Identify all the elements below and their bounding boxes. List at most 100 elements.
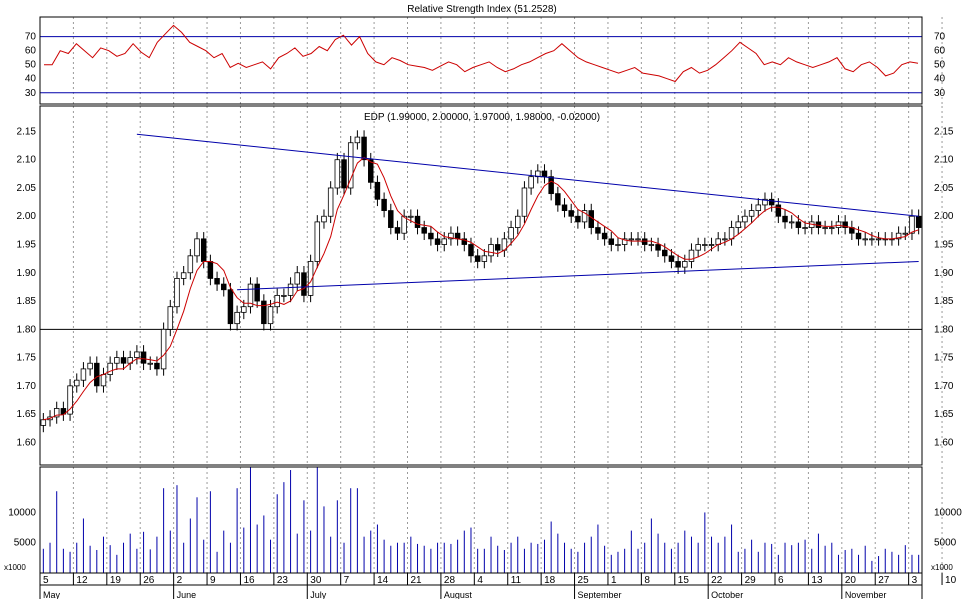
candle-body: [775, 204, 782, 217]
candle-body: [221, 283, 227, 291]
volume-tick-label-left: 5000: [14, 538, 37, 549]
candle-body: [140, 351, 147, 364]
candle-body: [628, 238, 635, 241]
panel-frame: [39, 466, 923, 574]
candle-body: [241, 306, 247, 313]
rsi-tick-label-right: 60: [934, 46, 946, 57]
candle-body: [782, 215, 788, 223]
candle-body: [120, 357, 127, 364]
trend-line: [237, 260, 919, 291]
month-label: June: [177, 590, 197, 599]
price-tick-label-left: 1.85: [17, 296, 37, 307]
candle-body: [247, 283, 254, 308]
candle-body: [160, 328, 167, 370]
volume-tick-label-right: 5000: [934, 538, 957, 549]
candle-body: [448, 232, 454, 240]
candle-body: [414, 215, 421, 228]
candle-body: [561, 204, 568, 211]
panel-frame: [39, 16, 923, 105]
candle-body: [568, 210, 574, 217]
candle-body: [541, 170, 548, 178]
candle-body: [60, 408, 67, 415]
candle-body: [662, 249, 668, 257]
x-tick-label: 22: [711, 575, 723, 586]
x-tick-label: 6: [778, 575, 784, 586]
candle-body: [481, 255, 488, 262]
candle-body: [354, 136, 361, 144]
price-tick-label-right: 1.90: [934, 268, 954, 279]
candle-body: [702, 244, 708, 246]
candle-body: [274, 294, 280, 308]
rsi-tick-label-left: 30: [25, 88, 37, 99]
candle-body: [855, 232, 862, 240]
candle-body: [555, 193, 561, 206]
volume-unit-label: x1000: [4, 563, 26, 572]
candle-body: [194, 238, 200, 257]
candle-body: [281, 294, 287, 297]
candle-body: [748, 210, 755, 217]
price-title: EDP (1.99000, 2.00000, 1.97000, 1.98000,…: [364, 112, 600, 123]
rsi-tick-label-right: 50: [934, 60, 946, 71]
candle-body: [915, 215, 922, 228]
candle-body: [174, 278, 180, 308]
candle-body: [608, 238, 615, 245]
x-tick-label: 21: [411, 575, 423, 586]
x-tick-label: 4: [477, 575, 483, 586]
candle-body: [401, 215, 407, 234]
price-tick-label-right: 1.65: [934, 409, 954, 420]
candle-body: [107, 362, 113, 375]
candle-body: [200, 238, 207, 262]
x-tick-label: 1: [611, 575, 617, 586]
month-label: August: [444, 590, 473, 599]
candle-body: [301, 272, 307, 296]
candle-body: [521, 187, 528, 217]
candle-body: [895, 232, 902, 240]
candle-body: [635, 238, 641, 241]
candle-body: [388, 210, 394, 228]
x-tick-label: 30: [310, 575, 322, 586]
candle-body: [641, 238, 648, 245]
price-tick-label-right: 2.15: [934, 126, 954, 137]
rsi-line: [44, 24, 919, 83]
candle-body: [341, 159, 347, 189]
candle-body: [454, 232, 461, 240]
candle-body: [53, 408, 60, 418]
x-axis: 5 12 19 26 2 9 16 23 30 7 14 21 28 4 11 18 25 1 8 15 22 29 6 13…: [39, 573, 957, 600]
price-tick-label-left: 2.15: [17, 126, 37, 137]
candle-body: [581, 210, 588, 223]
panel-frame: [39, 105, 923, 466]
candle-body: [180, 272, 187, 279]
candle-body: [334, 159, 341, 189]
candle-body: [74, 379, 80, 387]
candle-body: [909, 215, 915, 234]
x-tick-label: 16: [243, 575, 255, 586]
candle-body: [829, 227, 835, 229]
price-tick-label-left: 2.05: [17, 183, 37, 194]
candle-body: [428, 232, 434, 240]
rsi-tick-label-right: 70: [934, 32, 946, 43]
price-tick-label-left: 1.75: [17, 353, 37, 364]
candle-body: [728, 227, 735, 240]
rsi-tick-label-right: 30: [934, 88, 946, 99]
candle-body: [167, 306, 174, 330]
x-tick-label: 5: [43, 575, 49, 586]
candle-body: [508, 227, 514, 240]
price-tick-label-right: 1.85: [934, 296, 954, 307]
candle-body: [187, 255, 194, 274]
candle-body: [408, 215, 414, 218]
volume-panel: x1000 x1000 5000 5000 10000 10000: [4, 467, 962, 573]
candle-body: [67, 385, 73, 415]
candle-body: [134, 351, 140, 358]
x-tick-label: 27: [878, 575, 890, 586]
candle-body: [294, 272, 300, 285]
price-tick-label-right: 2.10: [934, 155, 954, 166]
candle-body: [494, 244, 501, 251]
candle-body: [621, 238, 628, 245]
candle-body: [869, 238, 875, 241]
candle-body: [902, 232, 909, 235]
price-tick-label-right: 2.05: [934, 183, 954, 194]
x-tick-label: 12: [76, 575, 88, 586]
rsi-tick-label-left: 40: [25, 74, 37, 85]
candle-body: [822, 227, 828, 229]
candle-body: [114, 357, 120, 364]
